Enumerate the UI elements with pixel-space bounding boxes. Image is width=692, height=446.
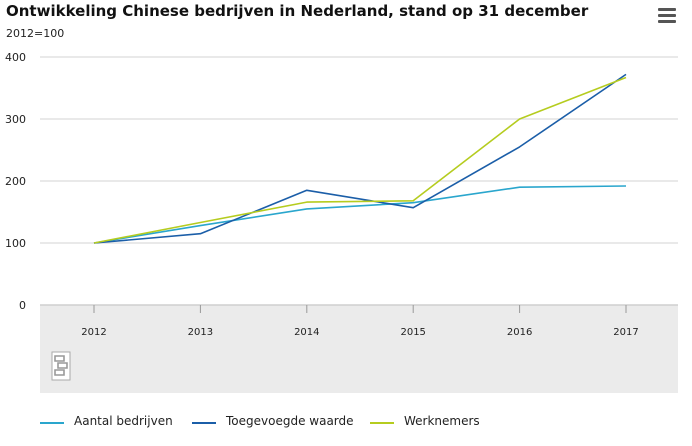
x-axis-ticks: 2012 2013 2014 2015 2016 2017 [81,305,639,338]
series-line-werknemers[interactable] [93,76,627,244]
y-tick-label: 300 [5,113,26,126]
series-line-toegevoegde-waarde[interactable] [93,73,627,244]
y-axis-ticks: 0 100 200 300 400 [5,51,26,312]
y-tick-label: 400 [5,51,26,64]
x-tick-label: 2016 [507,327,532,338]
x-tick-label: 2017 [613,327,638,338]
legend-label: Aantal bedrijven [74,414,173,428]
series-lines [93,73,627,244]
chart-title: Ontwikkeling Chinese bedrijven in Nederl… [6,2,589,20]
x-tick-label: 2014 [294,327,319,338]
x-tick-label: 2012 [81,327,106,338]
legend-swatch [40,422,64,424]
hamburger-menu-icon[interactable] [658,8,676,24]
x-axis-band [40,305,678,393]
y-tick-label: 100 [5,237,26,250]
x-tick-label: 2015 [400,327,425,338]
legend-swatch [370,422,394,424]
series-line-aantal-bedrijven[interactable] [93,185,627,244]
chart-subtitle: 2012=100 [6,27,65,40]
legend-label: Werknemers [404,414,480,428]
y-tick-label: 0 [19,299,26,312]
y-tick-label: 200 [5,175,26,188]
x-tick-label: 2013 [188,327,213,338]
grid-lines [40,56,678,306]
legend-label: Toegevoegde waarde [226,414,354,428]
legend-swatch [192,422,216,424]
cbs-logo [51,351,71,381]
